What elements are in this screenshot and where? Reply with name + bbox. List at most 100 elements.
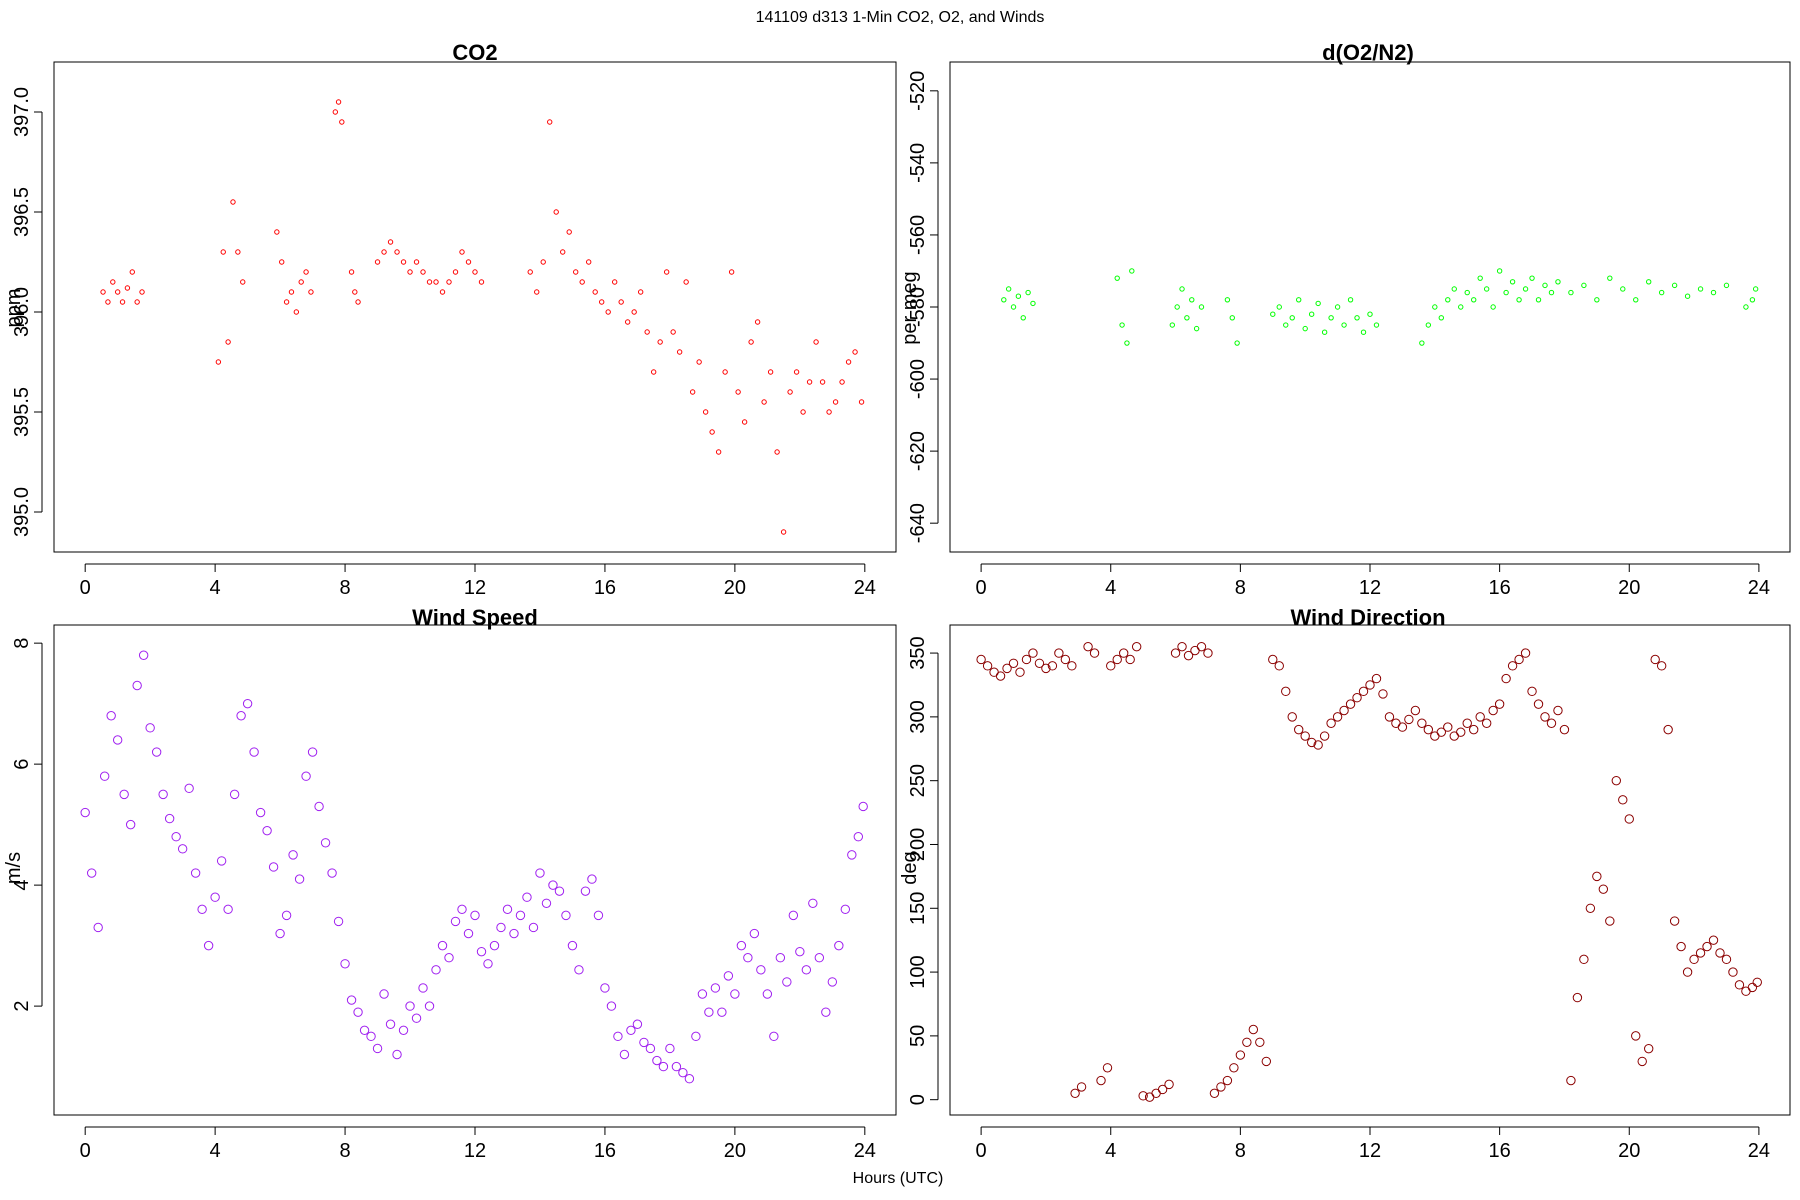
data-point [1125, 654, 1135, 665]
data-point [1332, 712, 1343, 722]
data-point [1464, 289, 1470, 296]
data-point [268, 862, 279, 872]
data-point [541, 898, 552, 908]
data-point [834, 940, 844, 951]
x-tick-label: 12 [1359, 1140, 1381, 1162]
data-point [1481, 718, 1492, 728]
y-tick-label: -640 [907, 503, 929, 543]
data-point [1179, 286, 1185, 292]
data-point [702, 409, 709, 415]
data-point [976, 654, 986, 665]
y-tick-label: 396.0 [11, 287, 33, 337]
data-point [1475, 712, 1485, 722]
data-point [527, 269, 533, 275]
data-point [1689, 954, 1699, 965]
x-tick-label: 4 [210, 1140, 221, 1162]
y-tick-label: 2 [11, 1001, 33, 1012]
data-point [1274, 661, 1284, 671]
data-point [728, 269, 735, 275]
data-point [119, 789, 129, 800]
data-point [554, 886, 565, 896]
data-point [1319, 731, 1330, 741]
data-point [158, 789, 168, 800]
data-point [1234, 340, 1240, 346]
data-point [1419, 340, 1425, 346]
data-point [858, 801, 868, 812]
data-point [1083, 641, 1093, 652]
data-point [1015, 667, 1025, 677]
data-point [1417, 718, 1427, 728]
data-point [774, 449, 780, 455]
panel-co2-points [100, 99, 865, 535]
data-point [658, 1061, 669, 1072]
data-point [274, 229, 280, 235]
data-point [534, 289, 540, 295]
data-point [1289, 315, 1295, 321]
data-point [1089, 648, 1100, 658]
data-point [1067, 661, 1077, 671]
data-point [1308, 311, 1315, 317]
y-tick-label: -600 [907, 359, 929, 399]
data-point [230, 199, 236, 205]
data-point [696, 359, 702, 365]
data-point [1321, 329, 1328, 335]
data-point [105, 299, 111, 305]
data-point [110, 279, 116, 285]
data-point [1503, 289, 1509, 296]
data-point [723, 971, 734, 981]
data-point [1235, 1050, 1246, 1060]
x-tick-label: 4 [1105, 577, 1116, 599]
data-point [1611, 775, 1621, 786]
data-point [225, 339, 231, 345]
data-point [1553, 705, 1563, 716]
data-point [722, 369, 728, 375]
data-point [644, 329, 650, 335]
data-point [420, 269, 426, 275]
data-point [704, 1007, 714, 1017]
data-point [592, 289, 598, 295]
data-point [138, 650, 149, 660]
data-point [1283, 322, 1289, 328]
panel-wind-speed-points [80, 650, 868, 1084]
data-point [433, 279, 439, 285]
data-point [665, 1043, 675, 1054]
data-point [333, 916, 344, 927]
y-tick-label: -580 [907, 287, 929, 327]
panel-wind-direction-points [976, 641, 1762, 1102]
data-point [1216, 1082, 1226, 1092]
data-point [775, 953, 786, 963]
data-point [1747, 982, 1758, 993]
data-point [663, 269, 670, 275]
data-point [1451, 286, 1457, 292]
data-point [114, 289, 121, 295]
data-point [1548, 289, 1555, 296]
data-point [1469, 724, 1479, 735]
data-point [236, 711, 246, 721]
x-tick-label: 16 [1489, 577, 1511, 599]
data-point [1296, 297, 1302, 303]
y-tick-label: 200 [907, 828, 929, 861]
data-point [340, 959, 350, 969]
data-point [308, 289, 314, 295]
data-point [535, 868, 545, 878]
data-point [457, 904, 467, 915]
data-point [145, 723, 155, 733]
data-point [1566, 1075, 1576, 1086]
data-point [1752, 286, 1759, 292]
data-point [1529, 275, 1535, 281]
data-point [689, 389, 696, 395]
data-point [1559, 724, 1570, 735]
data-point [1533, 699, 1544, 709]
x-tick-label: 12 [464, 1140, 486, 1162]
data-point [294, 874, 305, 884]
data-point [100, 289, 106, 295]
y-tick-label: 250 [907, 764, 929, 797]
data-point [124, 285, 131, 291]
data-point [1397, 722, 1408, 732]
data-point [215, 359, 222, 365]
data-point [1054, 648, 1064, 658]
data-point [1522, 286, 1529, 292]
y-tick-label: 300 [907, 700, 929, 733]
data-point [761, 399, 767, 405]
data-point [1193, 325, 1200, 332]
